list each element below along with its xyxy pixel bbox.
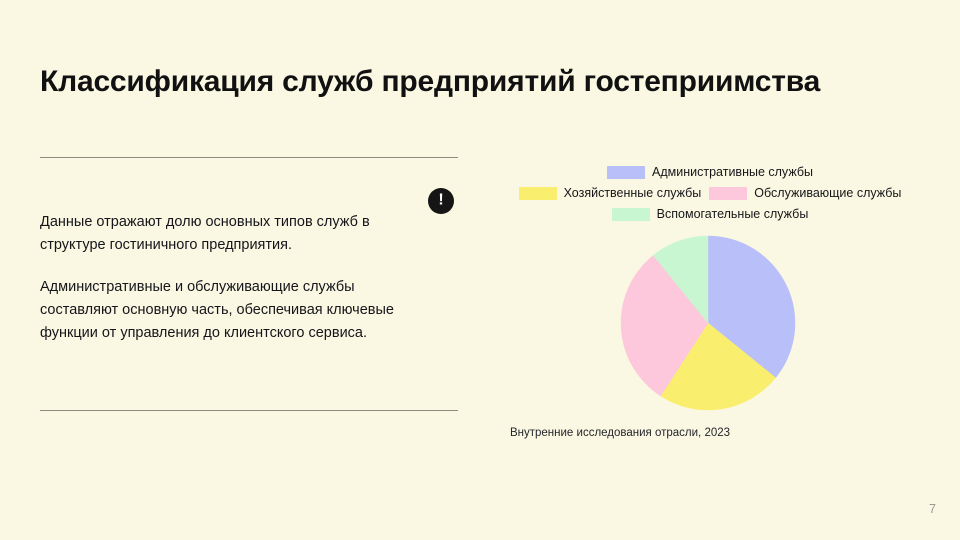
- legend-label-auxiliary: Вспомогательные службы: [656, 207, 809, 221]
- body-paragraph-1: Данные отражают долю основных типов служ…: [40, 213, 370, 253]
- page-title: Классификация служб предприятий гостепри…: [40, 65, 821, 99]
- pie-slice: [707, 235, 796, 379]
- pie-slice: [660, 322, 776, 411]
- legend-swatch-household: [518, 186, 557, 200]
- legend-swatch-administrative: [607, 165, 646, 179]
- divider-top: [40, 157, 458, 158]
- pie-slice-group: [620, 235, 796, 411]
- divider-bottom: [40, 410, 458, 411]
- page-number: 7: [929, 502, 936, 516]
- legend-item-service: Обслуживающие службы: [709, 186, 901, 200]
- pie-chart-svg: [620, 235, 796, 411]
- legend-row-2: Хозяйственные службы Обслуживающие служб…: [480, 186, 940, 200]
- alert-glyph: !: [438, 191, 444, 209]
- legend-label-household: Хозяйственные службы: [563, 186, 702, 200]
- legend-item-administrative: Административные службы: [607, 165, 813, 179]
- pie-slice: [620, 255, 709, 397]
- legend-item-auxiliary: Вспомогательные службы: [611, 207, 809, 221]
- chart-caption: Внутренние исследования отрасли, 2023: [509, 427, 731, 439]
- legend-label-service: Обслуживающие службы: [754, 186, 902, 200]
- legend-row-1: Административные службы: [480, 165, 940, 179]
- pie-chart: [560, 228, 860, 418]
- legend-swatch-auxiliary: [611, 207, 650, 221]
- body-paragraph-2: Административные и обслуживающие службы …: [40, 278, 394, 342]
- legend-label-administrative: Административные службы: [652, 165, 813, 179]
- chart-legend: Административные службы Хозяйственные сл…: [480, 165, 940, 228]
- legend-row-3: Вспомогательные службы: [480, 207, 940, 221]
- legend-swatch-service: [709, 186, 748, 200]
- pie-slice: [652, 235, 709, 324]
- alert-exclamation-icon: !: [428, 188, 454, 214]
- legend-item-household: Хозяйственные службы: [518, 186, 702, 200]
